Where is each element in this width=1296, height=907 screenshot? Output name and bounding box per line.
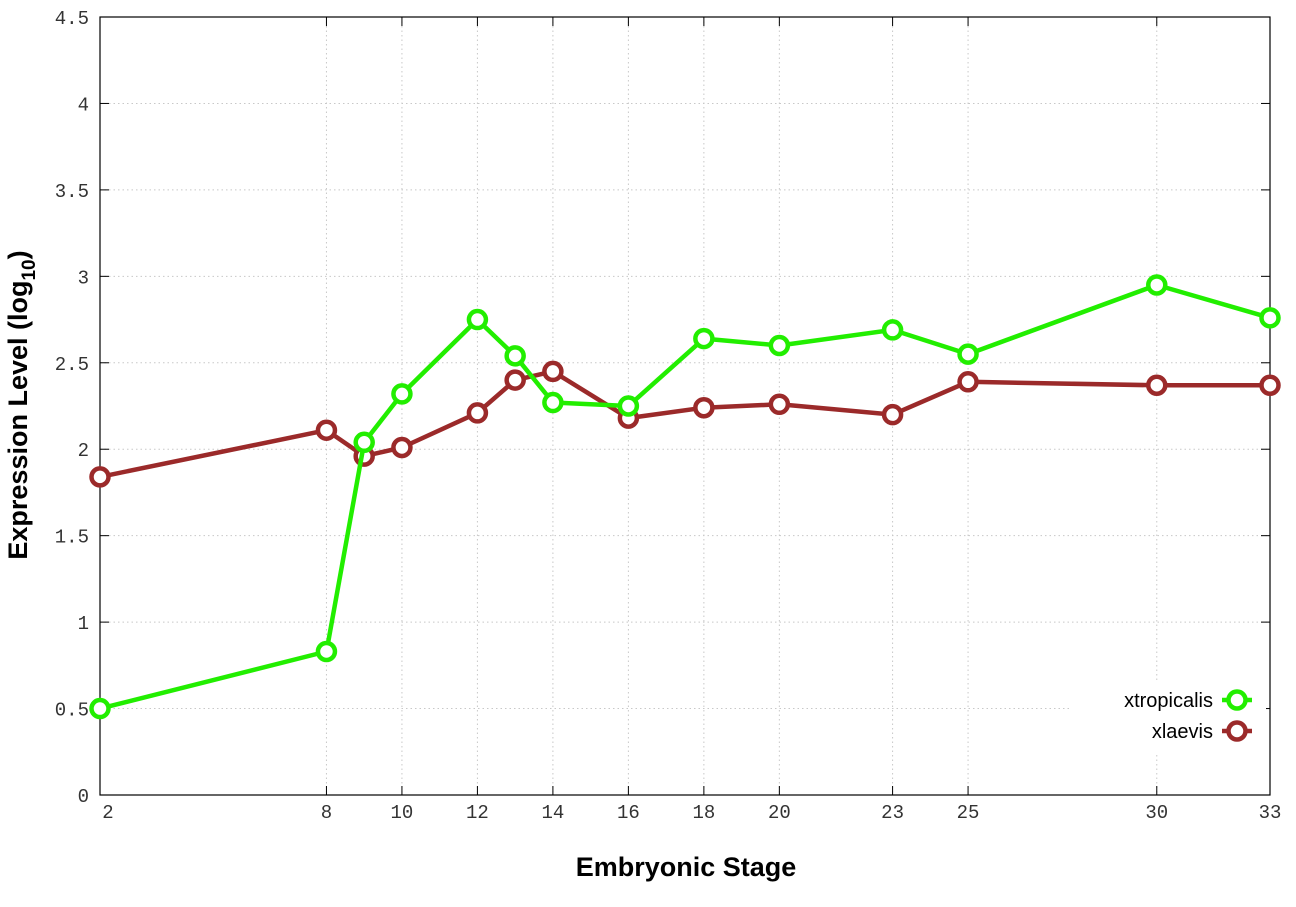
legend: xtropicalis xlaevis [1070, 680, 1266, 752]
series-xlaevis [89, 360, 1281, 488]
x-tick-label: 12 [466, 802, 489, 824]
legend-marker-xlaevis [1226, 720, 1248, 742]
y-tick-label: 1.5 [55, 527, 89, 549]
axis-ticks: 2 8 10 12 14 16 18 20 23 25 30 33 0 0.5 1 1.5 2 2.5 3 3.5 4 4… [55, 8, 1282, 824]
x-tick-label: 8 [321, 802, 332, 824]
y-tick-label: 2 [78, 440, 89, 462]
data-point-xtropicalis [693, 327, 715, 350]
legend-label: xlaevis [1152, 721, 1213, 743]
y-axis-title-close: ) [3, 250, 33, 259]
y-axis-title: Expression Level (log10) [3, 250, 40, 559]
data-point-xtropicalis [957, 343, 979, 365]
data-point-xlaevis [1259, 374, 1281, 397]
y-tick-label: 4.5 [55, 8, 89, 30]
data-point-xlaevis [1146, 374, 1168, 397]
grid-lines [100, 17, 1270, 795]
x-tick-label: 23 [881, 802, 904, 824]
series-xtropicalis [89, 274, 1281, 720]
x-tick-label: 25 [957, 802, 980, 824]
y-tick-label: 2.5 [55, 354, 89, 376]
y-tick-label: 0.5 [55, 700, 89, 722]
data-point-xtropicalis [768, 334, 791, 357]
data-point-xtropicalis [881, 319, 904, 341]
y-tick-label: 3 [78, 267, 89, 289]
y-axis-title-subscript: 10 [19, 259, 40, 280]
data-point-xtropicalis [1259, 307, 1281, 329]
x-axis-title: Embryonic Stage [576, 852, 797, 882]
y-tick-label: 0 [78, 786, 89, 808]
y-tick-label: 1 [78, 613, 89, 635]
y-tick-label: 3.5 [55, 181, 89, 203]
data-point-xtropicalis [89, 697, 111, 720]
data-point-xtropicalis [353, 431, 375, 454]
series-layer [89, 274, 1281, 720]
legend-label: xtropicalis [1124, 690, 1213, 712]
x-tick-label: 20 [768, 802, 791, 824]
data-point-xtropicalis [391, 383, 413, 405]
y-tick-label: 4 [78, 94, 89, 116]
data-point-xtropicalis [617, 395, 640, 417]
y-axis-title-main: Expression Level (log [3, 281, 33, 560]
data-point-xlaevis [957, 371, 979, 393]
data-point-xtropicalis [542, 391, 564, 414]
data-point-xtropicalis [315, 640, 338, 663]
data-point-xlaevis [881, 403, 904, 426]
data-point-xlaevis [693, 396, 715, 419]
x-tick-label: 30 [1145, 802, 1168, 824]
data-point-xlaevis [542, 360, 564, 383]
x-tick-label: 10 [391, 802, 414, 824]
data-point-xlaevis [391, 436, 413, 459]
data-point-xlaevis [89, 466, 111, 488]
x-tick-label: 18 [692, 802, 715, 824]
data-point-xlaevis [466, 402, 489, 424]
legend-marker-xtropicalis [1226, 689, 1248, 711]
series-line-xtropicalis [99, 282, 1271, 711]
data-point-xtropicalis [1146, 274, 1168, 296]
series-line-xlaevis [99, 369, 1270, 480]
data-point-xtropicalis [466, 308, 489, 331]
data-point-xlaevis [504, 369, 526, 391]
data-point-xlaevis [768, 393, 791, 416]
data-point-xlaevis [315, 419, 338, 441]
x-tick-label: 33 [1259, 802, 1282, 824]
x-tick-label: 2 [102, 802, 113, 824]
x-tick-label: 14 [541, 802, 564, 824]
x-tick-label: 16 [617, 802, 640, 824]
data-point-xtropicalis [504, 345, 526, 367]
plot-frame [99, 16, 1271, 796]
